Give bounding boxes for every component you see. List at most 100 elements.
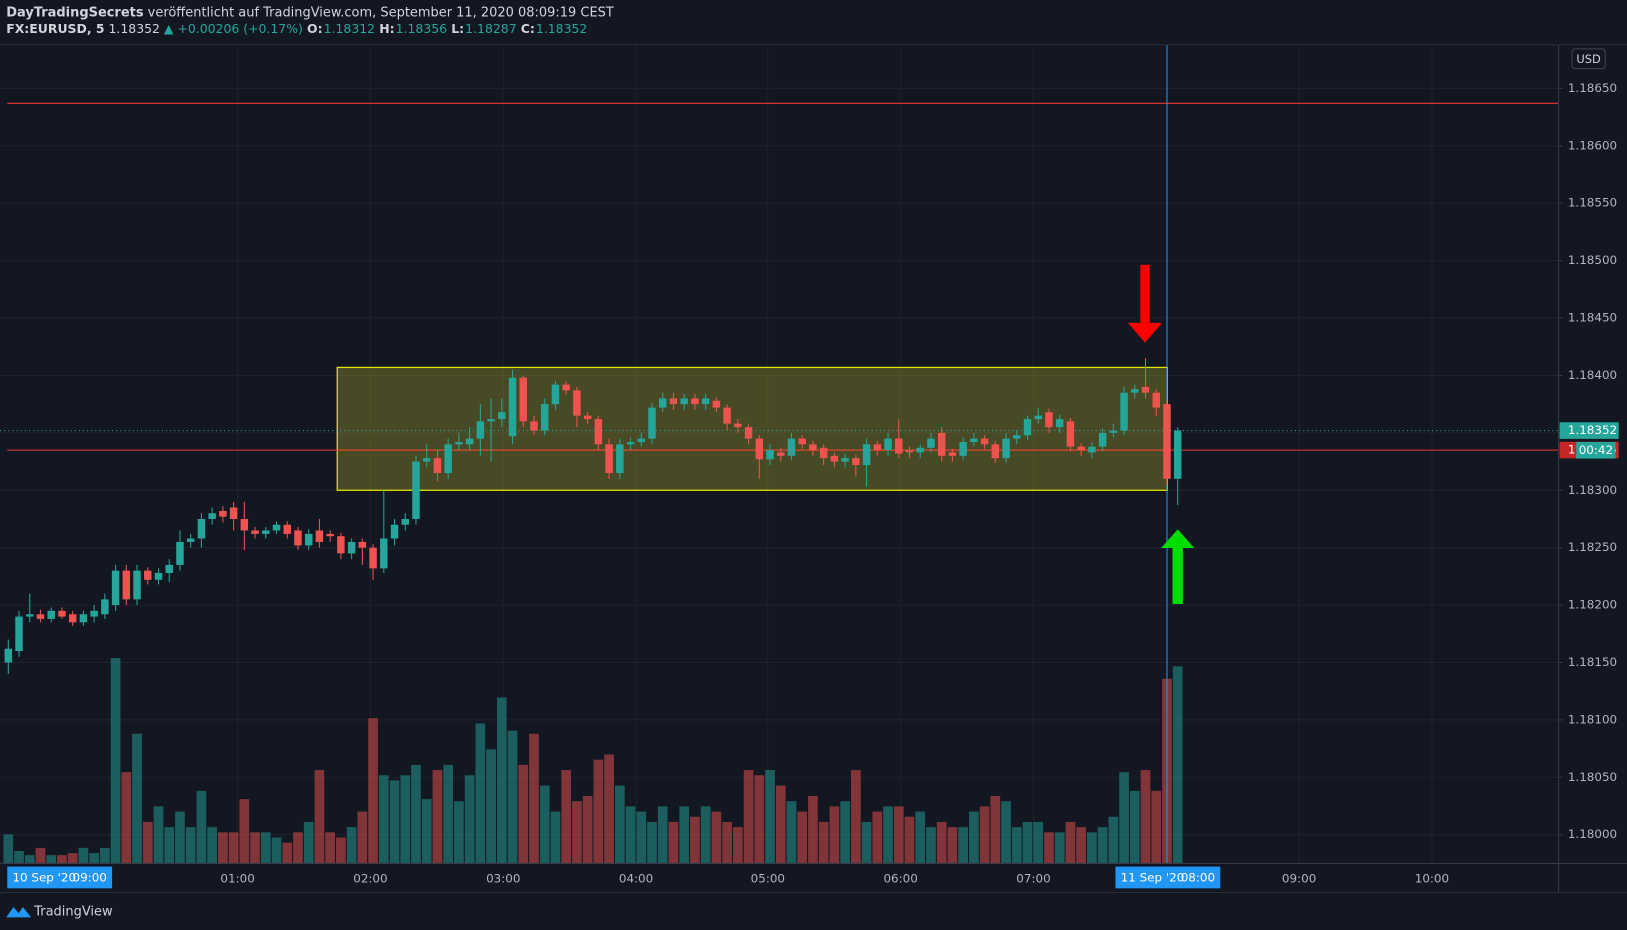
candle-body [583,415,592,420]
volume-bar [378,775,389,864]
volume-bar [207,827,217,864]
candle-body [262,530,270,534]
candle-body [755,438,764,460]
grid [0,44,1559,864]
volume-bar [24,855,35,864]
candle-body [186,538,195,542]
volume-bar [1033,821,1044,864]
candle-body [980,438,989,445]
volume-bar [926,827,936,864]
candle-body [508,377,517,437]
candle-body [616,444,624,474]
volume-bar [840,801,850,864]
candle-body [412,461,420,519]
candle-body [154,572,163,580]
candle-body [1002,438,1010,459]
volume-bar [260,832,271,864]
candle-body [659,398,667,408]
published: veröffentlicht auf TradingView.com, Sept… [148,5,614,20]
volume-bar [1011,827,1022,864]
candle-body [1055,419,1064,428]
volume-bar [336,837,346,864]
candle-body [701,398,710,405]
candle-body [852,458,860,466]
candle-body [787,438,796,456]
volume-bar [507,730,518,864]
y-tick-label: 1.18150 [1568,655,1617,669]
volume-bar [818,821,829,864]
ohlc-key: O: [307,21,323,36]
volume-bar [432,770,443,864]
volume-bar [1129,790,1140,864]
volume-bar [969,811,979,864]
candle-body [809,444,817,451]
candle-body [830,455,839,462]
x-tick-label: 02:00 [353,872,387,886]
candle-body [777,452,785,456]
volume-bar [35,847,46,864]
volume-bar [915,811,926,864]
volume-bar [3,834,14,864]
candle-body [1120,392,1128,431]
ohlc-key: H: [379,21,394,36]
candle-body [144,570,152,580]
volume-bar [303,821,314,864]
time-label: 09:00 [73,870,107,884]
candle-body [712,400,721,408]
volume-bar [625,806,636,864]
volume-bar [979,806,990,864]
candle-body [15,616,23,652]
candle-body [176,541,184,565]
volume-bar [582,796,593,864]
ohlc-key: C: [521,21,535,36]
candle-body [895,438,903,454]
candle-body [315,530,324,542]
x-tick-label: 05:00 [751,872,785,886]
candle-body [422,458,431,462]
header-line: DayTradingSecrets veröffentlicht auf Tra… [6,5,614,20]
candle-body [970,438,978,443]
candle-body [637,438,646,443]
volume-bar [657,806,668,864]
volume-bar [57,855,67,864]
volume-bar [185,827,196,864]
candle-body [197,518,206,539]
volume-bar [421,799,432,864]
candle-body [444,444,452,474]
candle-body [1109,430,1118,433]
volume-bar [496,697,507,864]
candle-body [369,547,377,569]
volume-bar [357,811,368,864]
candle-body [229,507,238,519]
candle-body [766,450,774,460]
volume-bar [829,806,840,864]
candle-body [734,423,742,428]
currency[interactable]: USD [1576,52,1601,66]
down-arrow [1127,264,1163,343]
candle-body [498,412,506,420]
y-tick-label: 1.18600 [1568,138,1617,152]
candle-body [594,419,603,445]
ohlc-value: 1.18352 [536,21,587,36]
candle-body [36,614,45,619]
candle-body [605,444,613,474]
date-label-box [1115,866,1221,889]
candle-body [90,610,98,617]
volume-bar [346,827,357,864]
volume-bar [1087,832,1097,864]
volume-bar [561,770,572,864]
candle-body [680,398,688,405]
y-tick-label: 1.18300 [1568,483,1617,497]
y-tick-label: 1.18100 [1568,712,1617,726]
price-label: 1.18352 [1568,423,1617,437]
currency-box[interactable] [1571,48,1606,70]
candle-body [1088,446,1096,453]
candle-body [4,648,13,663]
author: DayTradingSecrets [6,5,144,20]
ohlc-value: 1.18312 [324,21,375,36]
volume-bar [722,821,732,864]
volume-bar [990,796,1001,864]
volume-bar [142,821,153,864]
y-tick-label: 1.18400 [1568,368,1617,382]
countdown-box [1576,441,1616,459]
